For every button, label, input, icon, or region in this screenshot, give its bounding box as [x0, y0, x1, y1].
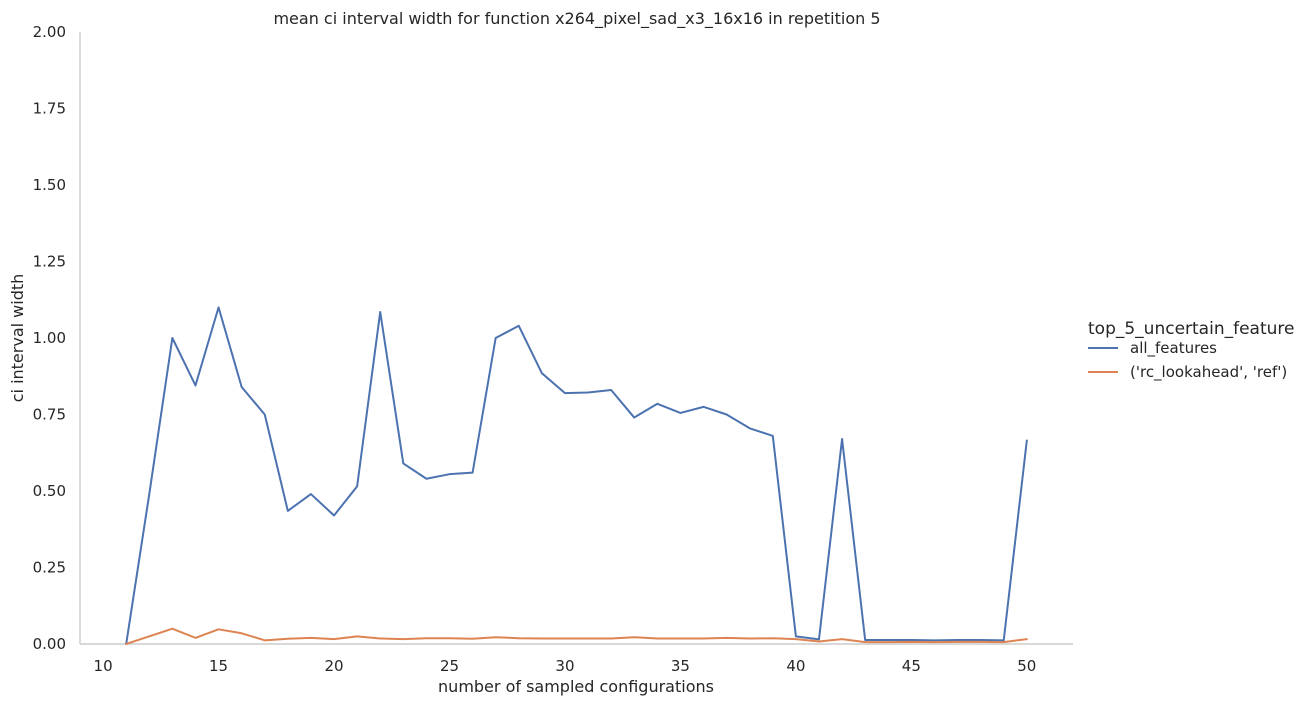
series-line-0: [125, 306, 1028, 645]
legend-title: top_5_uncertain_feature: [1088, 319, 1294, 339]
y-tick-label: 2.00: [33, 23, 66, 41]
x-tick-label: 30: [555, 657, 574, 675]
y-tick-labels: 0.00 0.25 0.50 0.75 1.00 1.25 1.50 1.75 2.00: [33, 23, 66, 653]
y-tick-label: 1.50: [33, 176, 66, 194]
legend-label: all_features: [1130, 339, 1217, 358]
series-lines: [125, 306, 1028, 645]
legend-items: all_features ('rc_lookahead', 'ref'): [1088, 339, 1287, 382]
x-tick-label: 45: [902, 657, 921, 675]
y-tick-label: 1.25: [33, 253, 66, 271]
legend: top_5_uncertain_feature all_features ('rc…: [1088, 319, 1294, 382]
x-axis-label: number of sampled configurations: [438, 677, 714, 696]
y-tick-label: 1.75: [33, 100, 66, 118]
series-line-1: [125, 627, 1028, 645]
x-tick-labels: 10 15 20 25 30 35 40 45 50: [94, 657, 1037, 675]
y-tick-label: 0.25: [33, 559, 66, 577]
x-tick-label: 20: [324, 657, 343, 675]
y-tick-label: 0.00: [33, 635, 66, 653]
y-tick-label: 0.50: [33, 482, 66, 500]
x-tick-label: 35: [671, 657, 690, 675]
y-tick-label: 0.75: [33, 406, 66, 424]
x-tick-label: 25: [440, 657, 459, 675]
y-tick-label: 1.00: [33, 329, 66, 347]
x-tick-label: 15: [209, 657, 228, 675]
legend-label: ('rc_lookahead', 'ref'): [1130, 363, 1287, 382]
x-tick-label: 50: [1017, 657, 1036, 675]
chart-title: mean ci interval width for function x264…: [273, 9, 880, 29]
x-tick-label: 40: [786, 657, 805, 675]
x-tick-label: 10: [94, 657, 113, 675]
y-axis-label: ci interval width: [8, 274, 27, 403]
